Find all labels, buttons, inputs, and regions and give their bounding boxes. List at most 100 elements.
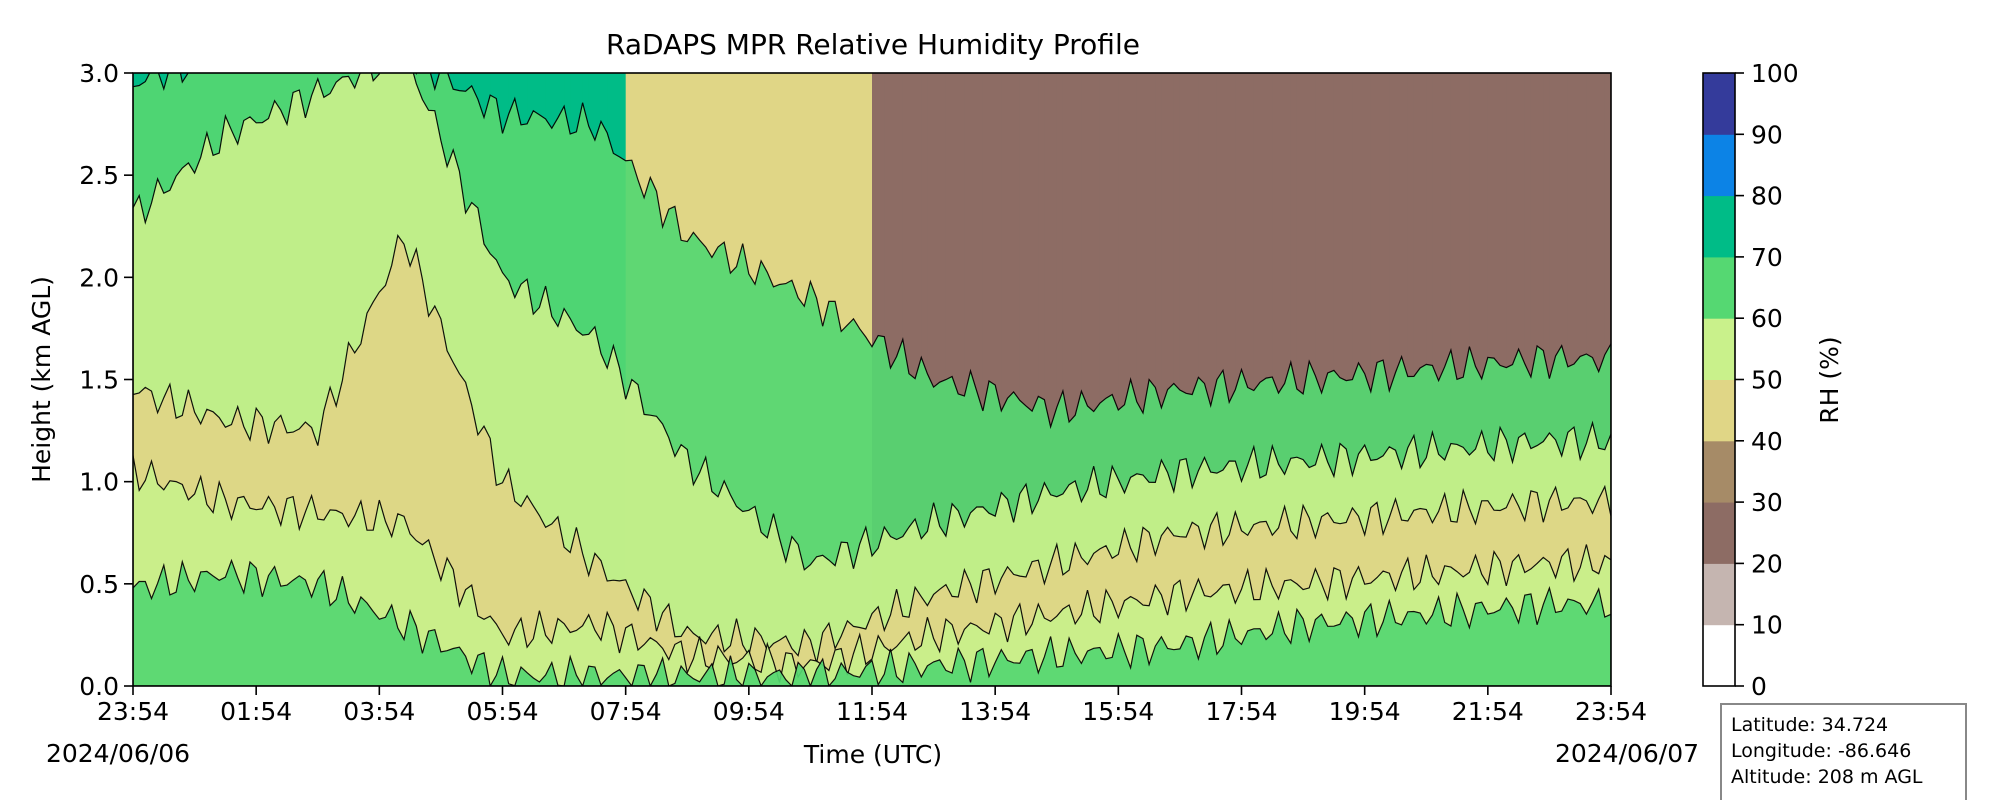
background-strip [1075,73,1083,686]
background-strip [1124,73,1132,686]
background-strip [1044,73,1052,686]
colorbar-tick-label: 0 [1751,672,1767,701]
background-strip [970,73,978,686]
background-strip [1192,73,1200,686]
y-tick-label: 2.0 [79,263,119,292]
background-strip [1081,73,1089,686]
background-strip [958,73,966,686]
x-axis-label: Time (UTC) [803,740,942,769]
colorbar-tick-label: 20 [1751,549,1783,578]
colorbar-tick-label: 10 [1751,611,1783,640]
background-strip [1315,73,1323,686]
colorbar-tick-label: 50 [1751,366,1783,395]
background-strip [1161,73,1169,686]
contour-bands [133,73,1611,686]
colorbar-label: RH (%) [1815,336,1844,423]
colorbar-tick-label: 40 [1751,427,1783,456]
x-start-date: 2024/06/06 [46,739,190,768]
colorbar-tick-label: 70 [1751,243,1783,272]
y-tick-label: 3.0 [79,59,119,88]
background-strip [1278,73,1286,686]
contour-band-2 [133,234,1611,686]
colorbar-segment [1703,195,1735,258]
longitude-text: Longitude: -86.646 [1731,740,1911,762]
background-strip [1179,73,1187,686]
y-tick-label: 2.5 [79,161,119,190]
background-strip [1155,73,1163,686]
background-strip [952,73,960,686]
latitude-text: Latitude: 34.724 [1731,714,1888,736]
y-tick-label: 1.0 [79,468,119,497]
background-strip [939,73,947,686]
background-strip [1186,73,1194,686]
colorbar-segment [1703,73,1735,135]
info-box-frame [1720,703,1967,800]
colorbar-segment [1703,256,1735,319]
y-tick-label: 0.5 [79,570,119,599]
background-strip [1173,73,1181,686]
colorbar-segment [1703,318,1735,380]
colorbar-segment [1703,440,1735,503]
background-strip [1296,73,1304,686]
contour-band-0 [133,558,1611,686]
colorbar-segment [1703,134,1735,197]
x-tick-label: 15:54 [1082,697,1154,726]
background-strip [1210,73,1218,686]
background-strip [1118,73,1126,686]
x-end-date: 2024/06/07 [1555,739,1699,768]
background-strip [1130,73,1138,686]
colorbar-tick-label: 30 [1751,488,1783,517]
background-strip [1149,73,1157,686]
background-strip [1062,73,1070,686]
colorbar: 0 10 20 30 40 50 60 70 80 90 100 [1702,59,1799,701]
chart-title: RaDAPS MPR Relative Humidity Profile [606,28,1140,61]
background-strip [1087,73,1095,686]
x-tick-label: 11:54 [836,697,908,726]
background-strip [1112,73,1120,686]
background-strip [1272,73,1280,686]
background-strip [1136,73,1144,686]
y-tick-label: 1.5 [79,366,119,395]
background-strip [1198,73,1206,686]
x-tick-label: 07:54 [590,697,662,726]
altitude-text: Altitude: 208 m AGL [1731,766,1923,788]
background-strip [989,73,996,686]
location-info-box: Latitude: 34.724 Longitude: -86.646 Alti… [1720,703,1967,800]
background-strip [1007,73,1015,686]
colorbar-segment [1703,624,1735,687]
y-axis-label: Height (km AGL) [27,276,56,483]
background-strip [1143,73,1150,686]
x-tick-label: 05:54 [466,697,538,726]
background-strip [1167,73,1175,686]
background-strip [1019,73,1027,686]
x-tick-label: 13:54 [959,697,1031,726]
background-strip [1056,73,1064,686]
background-strip [1364,73,1372,686]
background-strip [1032,73,1040,686]
x-tick-label: 03:54 [343,697,415,726]
background-strip [1038,73,1046,686]
x-axis: 23:54 01:54 03:54 05:54 07:54 09:54 11:54 13:54… [97,686,1647,726]
x-tick-label: 21:54 [1452,697,1524,726]
colorbar-tick-label: 100 [1751,59,1799,88]
colorbar-segment [1703,563,1735,626]
x-tick-label: 23:54 [97,697,169,726]
background-strip [1013,73,1021,686]
background-strip [927,73,935,686]
background-strip [976,73,984,686]
background-strip [1247,73,1255,686]
background-strip [1106,73,1113,686]
background-strip [1223,73,1230,686]
colorbar-tick-label: 80 [1751,182,1783,211]
y-tick-label: 0.0 [79,672,119,701]
background-strip [1253,73,1261,686]
background-strip [1050,73,1058,686]
background-strip [1093,73,1101,686]
x-tick-label: 19:54 [1329,697,1401,726]
background-strip [1026,73,1033,686]
contour-band-1 [133,455,1611,686]
colorbar-tick-label: 90 [1751,120,1783,149]
background-strip [1204,73,1212,686]
x-tick-label: 17:54 [1205,697,1277,726]
